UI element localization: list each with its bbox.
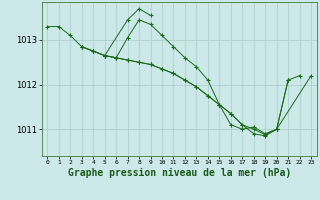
X-axis label: Graphe pression niveau de la mer (hPa): Graphe pression niveau de la mer (hPa) xyxy=(68,168,291,178)
